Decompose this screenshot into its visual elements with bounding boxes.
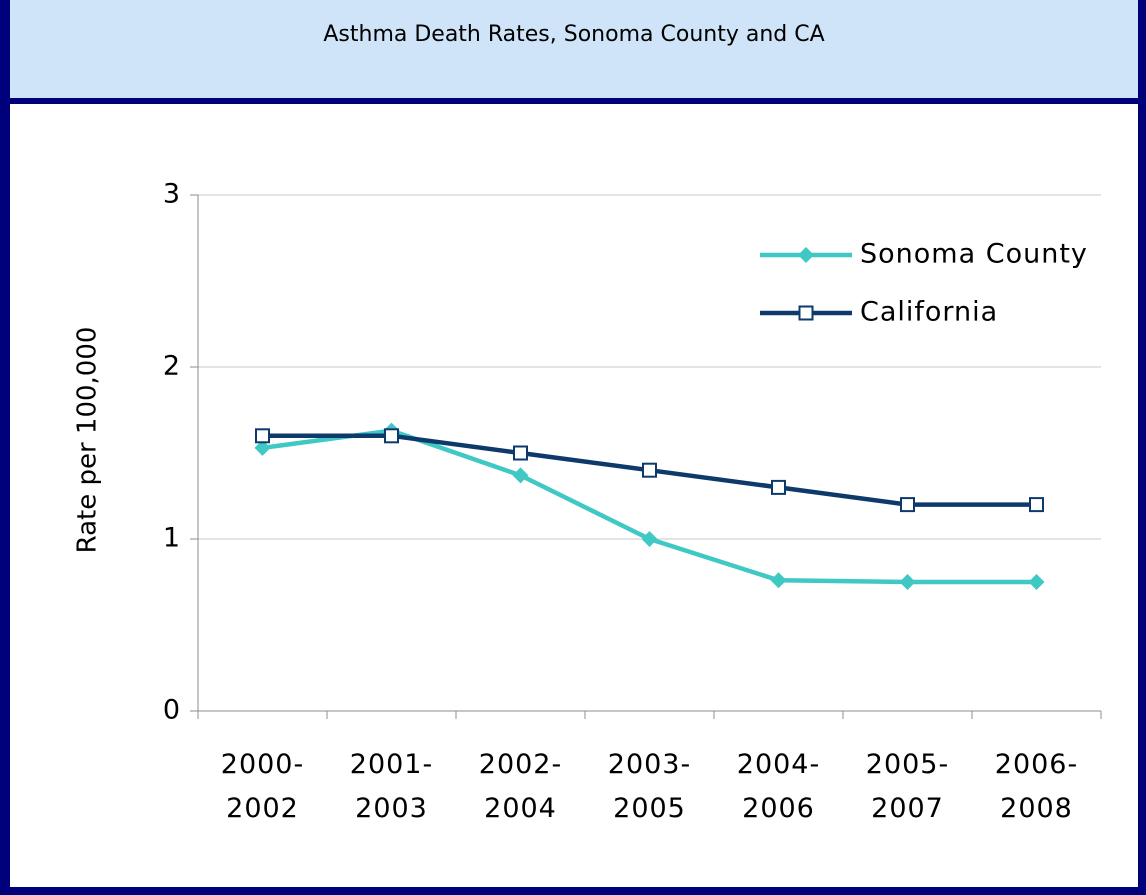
y-tick-label: 1 [163, 523, 180, 554]
marker [512, 467, 529, 484]
x-tick-label: 2000-2002 [220, 749, 305, 824]
x-tick-label: 2006-2008 [994, 749, 1079, 824]
marker [641, 531, 658, 547]
marker [254, 439, 271, 456]
marker [900, 497, 915, 513]
marker [1029, 497, 1044, 513]
chart-title: Asthma Death Rates, Sonoma County and CA [323, 22, 825, 47]
x-tick-label: 2005-2007 [865, 749, 950, 824]
y-tick-label: 0 [163, 695, 180, 726]
marker [384, 428, 399, 444]
x-tick-label: 2002-2004 [478, 749, 563, 824]
y-tick-label: 3 [163, 179, 180, 210]
header: Asthma Death Rates, Sonoma County and CA [10, 0, 1138, 98]
marker [798, 305, 814, 321]
marker [255, 428, 270, 444]
marker [899, 574, 916, 590]
legend-label: California [860, 297, 998, 328]
marker [642, 462, 657, 478]
legend-label: Sonoma County [860, 239, 1088, 270]
x-tick-label: 2004-2006 [736, 749, 821, 824]
marker [1028, 574, 1045, 590]
y-tick-label: 2 [163, 351, 180, 382]
marker [770, 572, 787, 589]
marker [513, 445, 528, 461]
marker [798, 247, 814, 263]
x-tick-label: 2003-2005 [607, 749, 692, 824]
y-axis-label: Rate per 100,000 [73, 327, 103, 554]
x-tick-label: 2001-2003 [349, 749, 434, 824]
marker [771, 479, 786, 495]
